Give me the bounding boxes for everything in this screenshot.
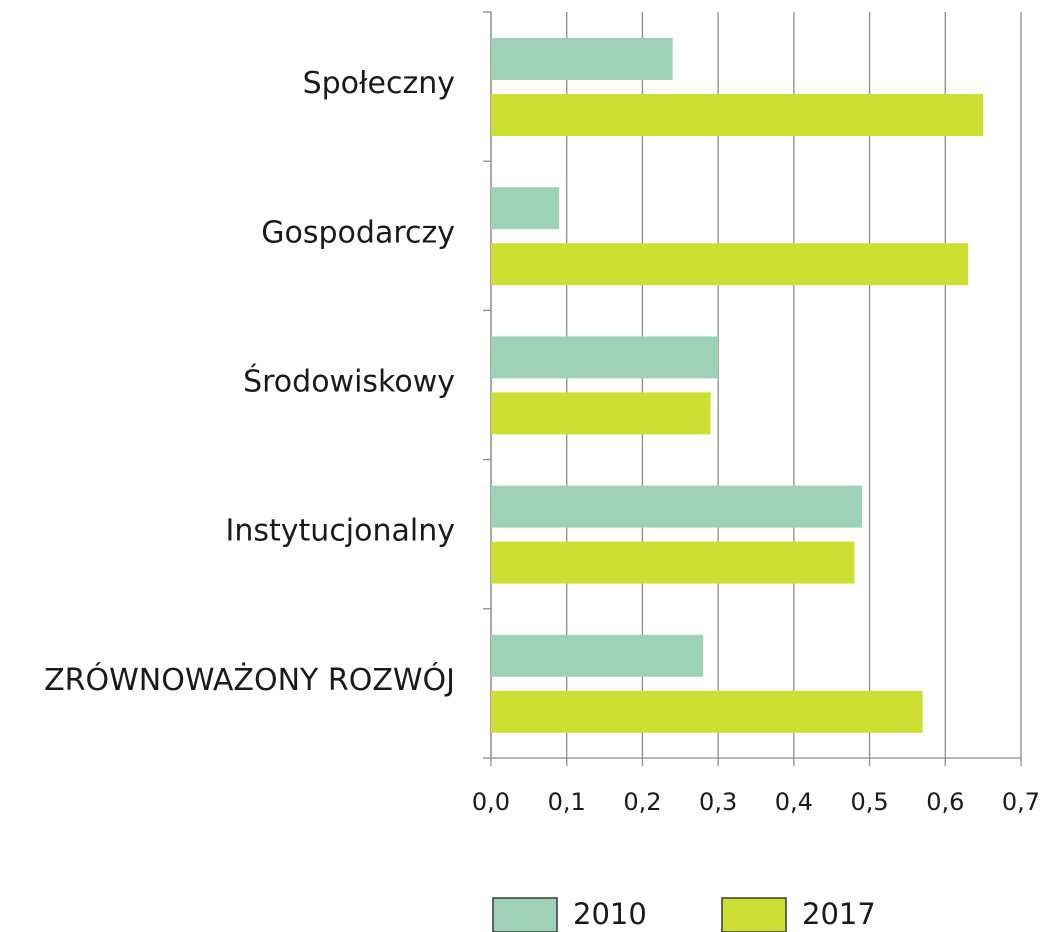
bar [491, 336, 719, 379]
x-tick-label: 0,1 [548, 788, 586, 816]
x-tick-label: 0,3 [699, 788, 737, 816]
x-tick-label: 0,6 [926, 788, 964, 816]
x-tick-label: 0,4 [775, 788, 813, 816]
bar [491, 634, 703, 677]
x-tick-label: 0,5 [850, 788, 888, 816]
legend-label: 2010 [573, 897, 647, 931]
bar [491, 94, 984, 136]
bar [491, 485, 862, 528]
x-tick-label: 0,0 [472, 788, 510, 816]
bar [491, 392, 711, 435]
bar [491, 243, 968, 286]
y-tick-label: ZRÓWNOWAŻONY ROZWÓJ [44, 661, 455, 698]
y-tick-label: Środowiskowy [243, 363, 455, 400]
bar [491, 187, 560, 230]
x-tick-label: 0,2 [623, 788, 661, 816]
y-tick-label: Instytucjonalny [226, 514, 455, 549]
bar [491, 690, 923, 733]
y-tick-label: Społeczny [303, 66, 455, 101]
x-tick-label: 0,7 [1002, 788, 1040, 816]
bar [491, 38, 673, 80]
legend-swatch [721, 897, 787, 932]
y-tick-label: Gospodarczy [261, 215, 455, 250]
legend-label: 2017 [802, 897, 876, 931]
bar [491, 541, 855, 584]
legend-swatch [492, 897, 558, 932]
